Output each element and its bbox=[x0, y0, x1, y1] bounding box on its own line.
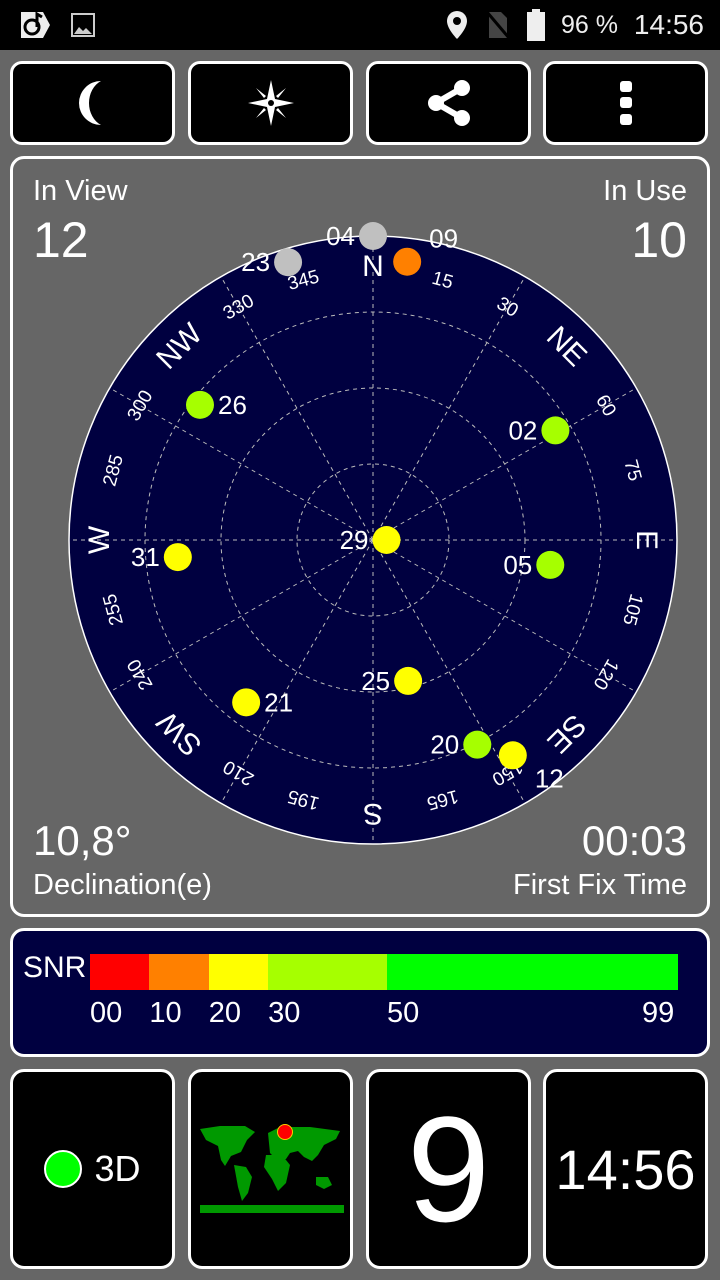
satellite-marker bbox=[185, 390, 214, 419]
snr-title: SNR bbox=[23, 951, 87, 984]
satellite-label: 20 bbox=[430, 730, 459, 760]
sky-plot: 1530607510512015016519521024025528530033… bbox=[68, 221, 678, 845]
clock-time: 14:56 bbox=[555, 1137, 696, 1201]
snr-segment bbox=[386, 954, 678, 990]
satellite-count-tile[interactable]: 9 bbox=[366, 1069, 531, 1269]
declination-value: 10,8° bbox=[33, 817, 132, 864]
snr-tick: 20 bbox=[208, 997, 242, 1029]
satellite-marker bbox=[359, 222, 387, 250]
satellite-label: 21 bbox=[264, 687, 293, 717]
satellite-marker bbox=[498, 741, 527, 770]
satellite-label: 31 bbox=[131, 542, 160, 572]
azimuth-spoke bbox=[220, 276, 374, 541]
in-view-label: In View bbox=[33, 175, 128, 207]
fix-status-tile[interactable]: 3D bbox=[10, 1069, 175, 1269]
more-vert-icon bbox=[619, 81, 632, 125]
cardinal-w: W bbox=[83, 525, 116, 554]
satellite-marker bbox=[393, 247, 422, 276]
image-icon bbox=[71, 13, 95, 37]
azimuth-spoke bbox=[109, 539, 374, 693]
share-button[interactable] bbox=[366, 61, 531, 145]
satellite-marker bbox=[394, 666, 423, 695]
snr-tick: 00 bbox=[90, 997, 123, 1029]
more-options-button[interactable] bbox=[543, 61, 708, 145]
declination-label: Declination(e) bbox=[33, 869, 212, 901]
status-bar: 96 % 14:56 bbox=[0, 0, 720, 50]
azimuth-spoke bbox=[372, 539, 526, 804]
app-icon bbox=[21, 11, 50, 38]
azimuth-spoke bbox=[372, 539, 637, 693]
satellite-marker bbox=[536, 550, 565, 579]
snr-segment bbox=[149, 954, 209, 990]
first-fix-value: 00:03 bbox=[581, 817, 687, 864]
satellite-label: 29 bbox=[340, 525, 369, 555]
azimuth-spoke bbox=[109, 387, 374, 541]
cardinal-s: S bbox=[363, 797, 383, 830]
world-map-icon bbox=[199, 1124, 344, 1213]
satellite-label: 05 bbox=[503, 550, 532, 580]
satellite-marker bbox=[232, 688, 261, 717]
battery-icon bbox=[526, 9, 545, 41]
snr-tick: 50 bbox=[386, 997, 420, 1029]
snr-segment bbox=[268, 954, 387, 990]
compass-button[interactable] bbox=[188, 61, 353, 145]
moon-icon bbox=[78, 81, 101, 125]
battery-level: 96 % bbox=[560, 10, 618, 39]
azimuth-spoke bbox=[220, 539, 374, 804]
cardinal-e: E bbox=[630, 530, 663, 550]
status-time: 14:56 bbox=[633, 9, 704, 40]
satellite-label: 25 bbox=[361, 666, 390, 696]
satellite-label: 12 bbox=[535, 763, 564, 793]
satellite-marker bbox=[372, 526, 401, 554]
first-fix-label: First Fix Time bbox=[513, 869, 687, 901]
compass-star-icon bbox=[247, 80, 294, 126]
location-icon bbox=[446, 11, 467, 39]
share-icon bbox=[427, 80, 470, 126]
in-use-count: 10 bbox=[631, 212, 687, 268]
snr-tick: 99 bbox=[642, 997, 675, 1029]
azimuth-spoke bbox=[372, 276, 526, 541]
in-use-label: In Use bbox=[603, 175, 687, 207]
satellite-marker bbox=[463, 730, 492, 759]
fix-type: 3D bbox=[94, 1148, 141, 1189]
satellite-marker bbox=[274, 248, 303, 277]
snr-tick: 10 bbox=[149, 997, 182, 1029]
satellite-marker bbox=[541, 416, 570, 445]
satellites-used-count: 9 bbox=[406, 1085, 491, 1253]
satellite-label: 04 bbox=[326, 221, 355, 251]
snr-tick: 30 bbox=[268, 997, 301, 1029]
world-map-tile[interactable] bbox=[188, 1069, 353, 1269]
sky-view-panel: 15 30 60 75 105 120 150 165 195 210 240 255 285 300 33… bbox=[10, 156, 710, 917]
azimuth-spoke bbox=[372, 387, 637, 541]
no-sim-icon bbox=[485, 11, 511, 39]
snr-color-bar bbox=[90, 954, 678, 990]
cardinal-n: N bbox=[362, 250, 384, 283]
snr-segment bbox=[208, 954, 269, 990]
in-view-count: 12 bbox=[33, 212, 89, 268]
fix-indicator-icon bbox=[44, 1150, 83, 1188]
satellite-label: 02 bbox=[508, 415, 537, 445]
snr-legend: SNR 00 10 20 30 50 99 bbox=[10, 928, 710, 1057]
satellite-marker bbox=[163, 543, 192, 572]
satellite-label: 09 bbox=[429, 224, 458, 254]
satellite-label: 26 bbox=[218, 390, 247, 420]
satellite-label: 23 bbox=[241, 247, 270, 277]
clock-tile[interactable]: 14:56 bbox=[543, 1069, 708, 1269]
night-mode-button[interactable] bbox=[10, 61, 175, 145]
snr-segment bbox=[90, 954, 150, 990]
